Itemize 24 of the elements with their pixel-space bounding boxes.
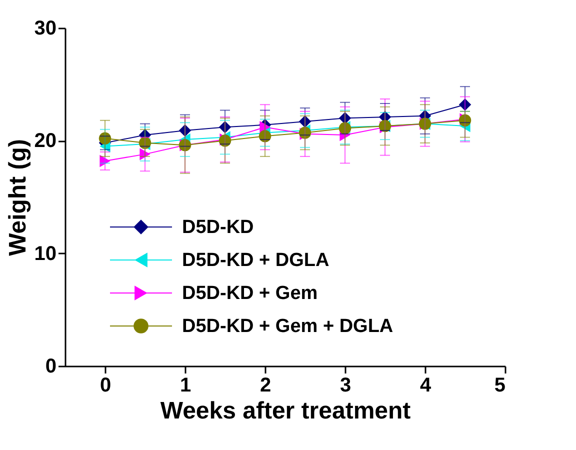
y-tick-label: 10 [34,242,56,265]
legend-label: D5D-KD [182,217,254,238]
y-axis-title: Weight (g) [4,139,32,256]
y-tick-label: 30 [34,18,56,40]
point [140,148,150,160]
legend-label: D5D-KD + Gem [182,283,318,304]
x-tick-label: 3 [340,374,352,396]
x-tick-label: 1 [180,374,192,396]
point [258,130,272,142]
y-tick-label: 0 [45,356,56,378]
legend-label: D5D-KD + DGLA [182,250,330,271]
point [98,132,112,145]
x-tick-label: 5 [494,374,506,396]
point [218,121,232,134]
x-axis-title: Weeks after treatment [160,398,411,424]
x-tick-label: 0 [100,374,112,396]
y-tick-label: 20 [34,130,56,152]
x-tick-label: 4 [420,374,432,396]
point [260,121,270,134]
point [100,154,110,168]
point [178,124,192,137]
point [458,98,472,111]
legend-label: D5D-KD + Gem + DGLA [182,316,394,337]
x-tick-label: 2 [260,374,272,396]
